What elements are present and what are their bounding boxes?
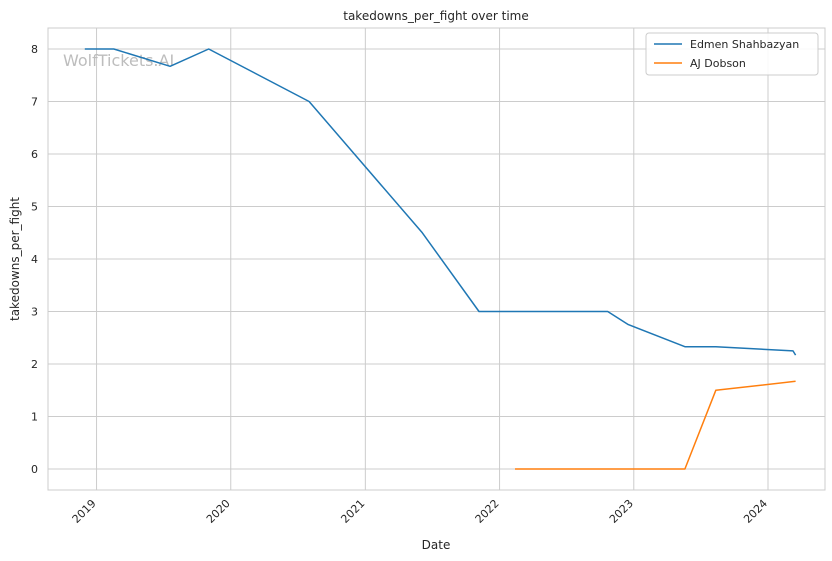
data-point-aj-dobson <box>684 468 686 470</box>
x-tick-label: 2021 <box>338 497 367 526</box>
data-point-aj-dobson <box>514 468 516 470</box>
watermark: WolfTickets.AI <box>63 51 174 70</box>
data-point-edmen-shahbazyan <box>208 48 210 50</box>
data-point-edmen-shahbazyan <box>792 350 794 352</box>
y-axis-label: takedowns_per_fight <box>8 197 22 321</box>
x-tick-label: 2023 <box>607 497 636 526</box>
legend-box <box>645 32 819 76</box>
data-point-edmen-shahbazyan <box>421 232 423 234</box>
data-point-aj-dobson <box>795 380 797 382</box>
data-point-edmen-shahbazyan <box>684 346 686 348</box>
y-tick-label: 7 <box>31 96 38 109</box>
y-tick-label: 0 <box>31 463 38 476</box>
series-line-edmen-shahbazyan <box>84 48 797 356</box>
x-tick-label: 2019 <box>70 497 99 526</box>
y-tick-label: 4 <box>31 253 38 266</box>
y-tick-label: 3 <box>31 306 38 319</box>
y-tick-label: 1 <box>31 411 38 424</box>
data-point-edmen-shahbazyan <box>607 311 609 313</box>
data-point-edmen-shahbazyan <box>113 48 115 50</box>
series-line-aj-dobson <box>515 380 796 470</box>
data-point-edmen-shahbazyan <box>715 346 717 348</box>
data-point-edmen-shahbazyan <box>795 354 797 356</box>
data-point-aj-dobson <box>715 389 717 391</box>
series-layer <box>84 48 797 470</box>
x-tick-labels: 2019 2020 2021 2022 2023 2024 <box>70 497 770 526</box>
chart-title: takedowns_per_fight over time <box>343 9 529 23</box>
legend: Edmen Shahbazyan AJ Dobson <box>645 32 819 76</box>
y-tick-label: 5 <box>31 201 38 214</box>
grid-layer <box>48 28 825 490</box>
x-tick-label: 2024 <box>741 497 770 526</box>
data-point-edmen-shahbazyan <box>308 101 310 103</box>
y-tick-label: 6 <box>31 148 38 161</box>
x-tick-label: 2020 <box>204 497 233 526</box>
y-tick-label: 8 <box>31 43 38 56</box>
data-point-edmen-shahbazyan <box>478 311 480 313</box>
legend-label-edmen-shahbazyan: Edmen Shahbazyan <box>690 38 799 51</box>
data-point-edmen-shahbazyan <box>169 65 171 67</box>
data-point-edmen-shahbazyan <box>84 48 86 50</box>
y-tick-labels: 0 1 2 3 4 5 6 7 8 <box>31 43 38 476</box>
x-tick-label: 2022 <box>473 497 502 526</box>
data-point-edmen-shahbazyan <box>627 324 629 326</box>
y-tick-label: 2 <box>31 358 38 371</box>
legend-label-aj-dobson: AJ Dobson <box>690 57 746 70</box>
x-axis-label: Date <box>422 538 451 552</box>
